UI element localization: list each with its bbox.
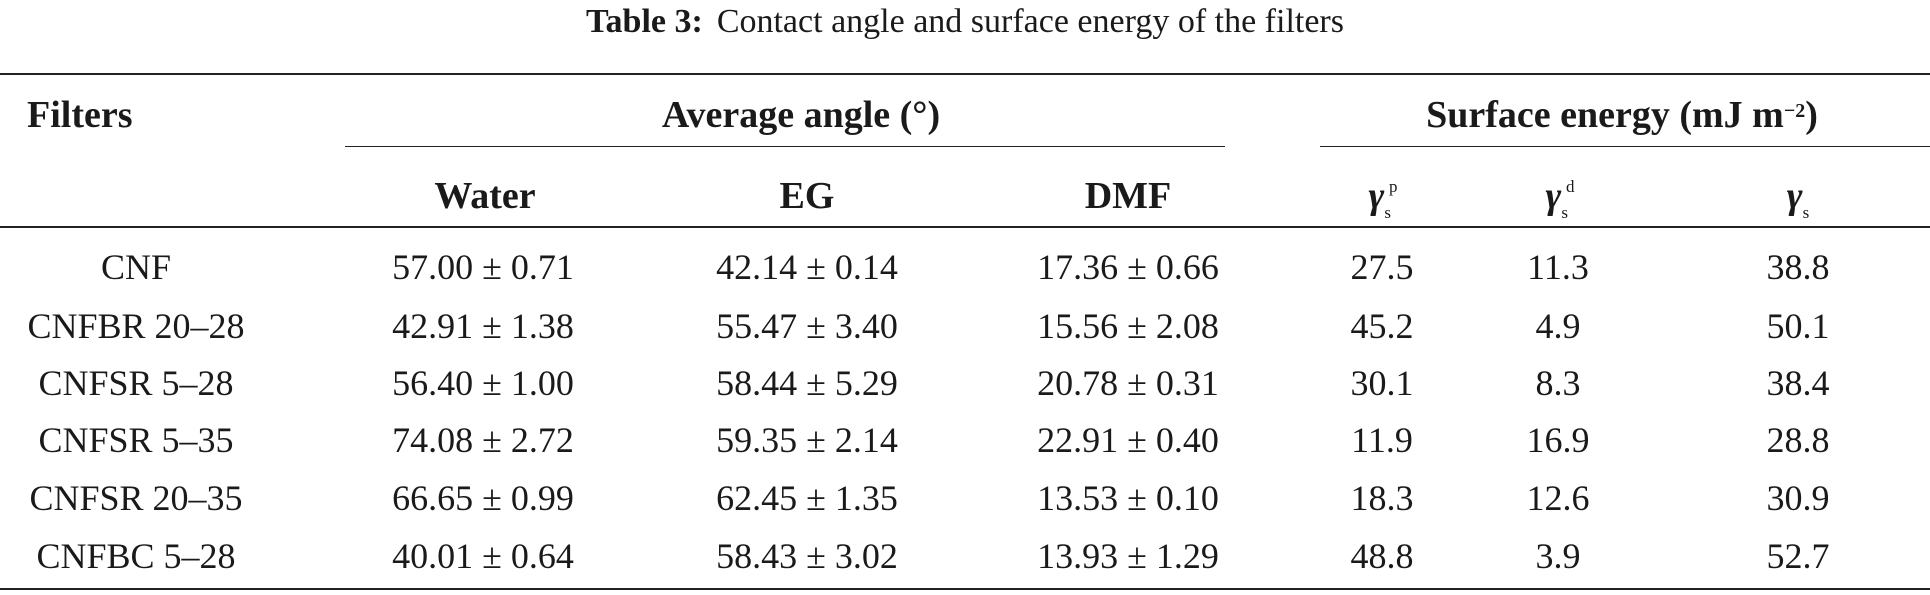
cell-gamma-d: 3.9 (1535, 536, 1581, 576)
table-bottom-rule (0, 588, 1930, 590)
cell-filter: CNFBR 20–28 (27, 306, 245, 346)
cell-eg: 59.35 ± 2.14 (716, 420, 898, 460)
header-gamma-s: γs (1786, 175, 1810, 222)
header-surface-energy-close: ) (1805, 94, 1818, 136)
cell-gamma-d: 16.9 (1526, 420, 1590, 460)
header-surface-energy-exponent: −2 (1783, 100, 1806, 122)
header-surface-energy-text: Surface energy (mJ m (1426, 94, 1784, 136)
cell-gamma-p: 45.2 (1350, 306, 1414, 346)
cell-water: 56.40 ± 1.00 (392, 363, 574, 403)
header-filters: Filters (27, 94, 133, 136)
cell-gamma-p: 11.9 (1351, 420, 1413, 460)
cell-gamma-d: 11.3 (1527, 247, 1589, 287)
cell-gamma-s: 28.8 (1766, 420, 1830, 460)
cell-eg: 58.44 ± 5.29 (716, 363, 898, 403)
cell-dmf: 20.78 ± 0.31 (1037, 363, 1219, 403)
surface-energy-underline (1320, 146, 1930, 147)
average-angle-underline (345, 146, 1225, 147)
cell-water: 57.00 ± 0.71 (392, 247, 574, 287)
cell-water: 66.65 ± 0.99 (392, 478, 574, 518)
cell-water: 40.01 ± 0.64 (392, 536, 574, 576)
cell-dmf: 13.53 ± 0.10 (1037, 478, 1219, 518)
header-average-angle: Average angle (°) (661, 94, 941, 136)
cell-gamma-p: 18.3 (1350, 478, 1414, 518)
header-gamma-p: γsp (1368, 175, 1398, 222)
cell-filter: CNFSR 20–35 (29, 478, 243, 518)
header-surface-energy: Surface energy (mJ m−2) (1426, 92, 1818, 138)
cell-dmf: 17.36 ± 0.66 (1037, 247, 1219, 287)
cell-eg: 42.14 ± 0.14 (716, 247, 898, 287)
table-top-rule (0, 73, 1930, 75)
table-caption: Table 3: Contact angle and surface energy… (0, 2, 1930, 42)
cell-eg: 58.43 ± 3.02 (716, 536, 898, 576)
cell-dmf: 15.56 ± 2.08 (1037, 306, 1219, 346)
header-dmf: DMF (1084, 175, 1172, 217)
cell-gamma-p: 48.8 (1350, 536, 1414, 576)
cell-gamma-d: 4.9 (1535, 306, 1581, 346)
cell-gamma-p: 30.1 (1350, 363, 1414, 403)
cell-gamma-d: 12.6 (1526, 478, 1590, 518)
header-water: Water (434, 175, 536, 217)
cell-gamma-s: 52.7 (1766, 536, 1830, 576)
cell-filter: CNFSR 5–35 (38, 420, 234, 460)
cell-gamma-d: 8.3 (1535, 363, 1581, 403)
table-caption-label: Table 3: (585, 3, 703, 40)
header-gamma-d: γsd (1545, 175, 1575, 222)
cell-eg: 62.45 ± 1.35 (716, 478, 898, 518)
header-eg: EG (779, 175, 835, 217)
table-caption-text: Contact angle and surface energy of the … (716, 3, 1344, 40)
cell-gamma-s: 38.8 (1766, 247, 1830, 287)
cell-dmf: 22.91 ± 0.40 (1037, 420, 1219, 460)
cell-filter: CNFBC 5–28 (36, 536, 236, 576)
cell-gamma-s: 30.9 (1766, 478, 1830, 518)
cell-filter: CNF (100, 247, 172, 287)
cell-water: 42.91 ± 1.38 (392, 306, 574, 346)
cell-gamma-p: 27.5 (1350, 247, 1414, 287)
cell-gamma-s: 38.4 (1766, 363, 1830, 403)
cell-dmf: 13.93 ± 1.29 (1037, 536, 1219, 576)
cell-filter: CNFSR 5–28 (38, 363, 234, 403)
cell-gamma-s: 50.1 (1766, 306, 1830, 346)
cell-eg: 55.47 ± 3.40 (716, 306, 898, 346)
header-bottom-rule (0, 226, 1930, 228)
cell-water: 74.08 ± 2.72 (392, 420, 574, 460)
